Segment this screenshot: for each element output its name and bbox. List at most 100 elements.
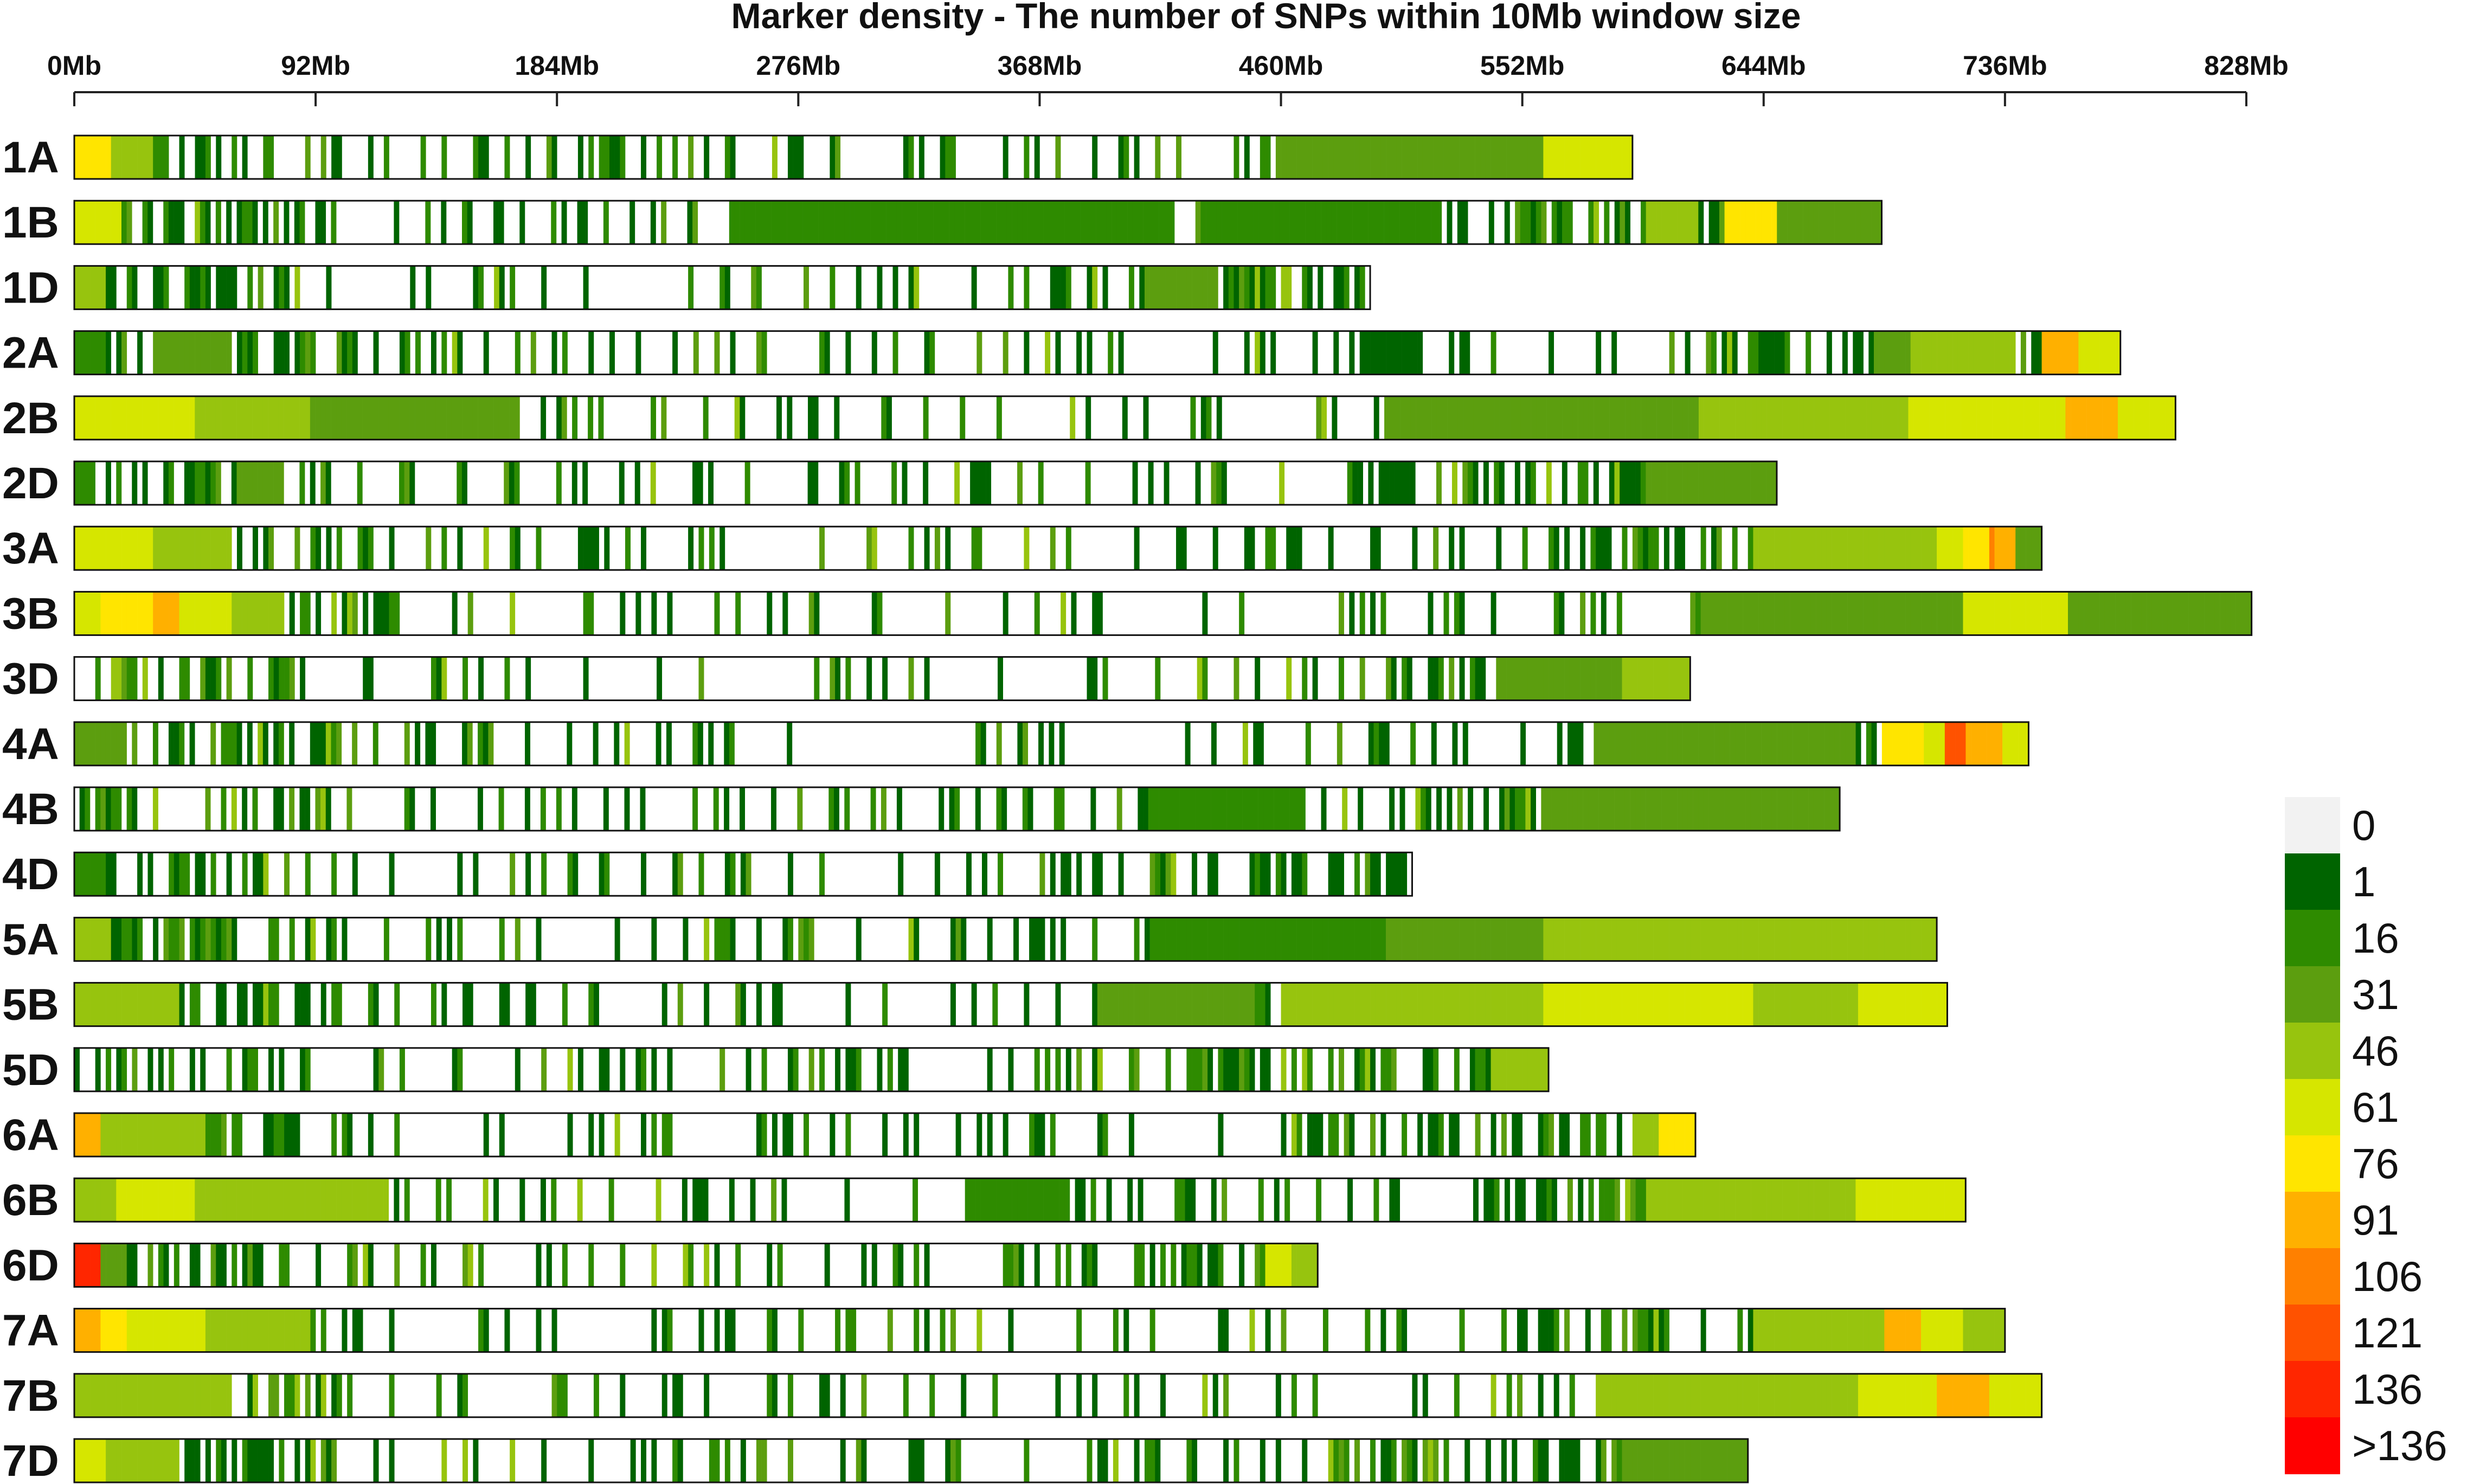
density-cell	[1900, 917, 1906, 961]
density-cell	[473, 266, 479, 310]
density-cell	[105, 201, 111, 245]
density-cell	[169, 1308, 175, 1352]
density-cell	[2063, 592, 2068, 635]
density-cell	[147, 1048, 153, 1091]
density-cell	[593, 722, 599, 766]
density-cell	[1316, 396, 1322, 440]
density-cell	[871, 331, 877, 375]
density-cell	[1588, 201, 1594, 245]
density-cell	[1148, 461, 1154, 505]
density-cell	[336, 136, 342, 179]
density-cell	[1832, 1308, 1838, 1352]
density-cell	[1821, 917, 1827, 961]
density-cell	[1706, 982, 1712, 1026]
density-cell	[1384, 722, 1390, 766]
density-cell	[247, 657, 253, 701]
density-cell	[1669, 657, 1675, 701]
density-cell	[89, 461, 95, 505]
density-cell	[1934, 722, 1940, 766]
density-cell	[1315, 201, 1321, 245]
density-cell	[1531, 201, 1537, 245]
density-cell	[1286, 1243, 1292, 1287]
density-cell	[635, 1048, 641, 1091]
density-cell	[772, 1373, 778, 1417]
density-cell	[1459, 526, 1465, 570]
density-cell	[1488, 201, 1494, 245]
density-cell	[320, 136, 326, 179]
density-cell	[1601, 526, 1607, 570]
density-cell	[641, 1048, 647, 1091]
density-cell	[478, 1308, 484, 1352]
density-cell	[667, 1048, 673, 1091]
density-cell	[1375, 331, 1381, 375]
density-cell	[1984, 1308, 1990, 1352]
density-cell	[1286, 136, 1292, 179]
density-cell	[1422, 1048, 1428, 1091]
density-cell	[1171, 917, 1177, 961]
density-cell	[1942, 526, 1948, 570]
density-cell	[1339, 1048, 1344, 1091]
density-cell	[1868, 592, 1874, 635]
density-cell	[462, 396, 468, 440]
density-cell	[1727, 592, 1733, 635]
density-cell	[467, 592, 473, 635]
density-cell	[1410, 201, 1416, 245]
density-cell	[105, 461, 111, 505]
density-cell	[1333, 331, 1339, 375]
density-cell	[630, 1439, 636, 1482]
density-cell	[703, 1178, 709, 1222]
density-cell	[657, 657, 663, 701]
density-cell	[1840, 396, 1846, 440]
density-cell	[242, 982, 248, 1026]
density-cell	[1260, 1439, 1265, 1482]
density-cell	[1735, 722, 1741, 766]
density-cell	[756, 1113, 762, 1157]
density-cell	[226, 266, 232, 310]
density-cell	[268, 592, 274, 635]
density-cell	[1835, 396, 1841, 440]
density-cell	[1102, 1113, 1108, 1157]
density-cell	[1207, 266, 1213, 310]
density-cell	[258, 592, 264, 635]
density-cell	[1494, 396, 1500, 440]
density-cell	[1646, 396, 1652, 440]
density-cell	[2183, 592, 2189, 635]
density-cell	[871, 1243, 877, 1287]
chromosome-outline	[73, 525, 2043, 571]
density-cell	[247, 396, 253, 440]
density-cell	[262, 722, 268, 766]
density-cell	[1359, 592, 1365, 635]
density-cell	[914, 917, 920, 961]
density-cell	[1202, 1373, 1208, 1417]
density-cell	[441, 526, 447, 570]
density-cell	[409, 396, 415, 440]
density-cell	[1039, 1113, 1045, 1157]
density-cell	[1721, 917, 1727, 961]
density-cell	[1249, 982, 1255, 1026]
density-cell	[724, 266, 730, 310]
density-cell	[844, 461, 850, 505]
density-cell	[541, 1178, 546, 1222]
density-cell	[1438, 982, 1444, 1026]
density-cell	[1667, 787, 1673, 831]
density-cell	[955, 917, 961, 961]
density-cell	[1758, 592, 1764, 635]
density-cell	[1840, 1178, 1846, 1222]
density-cell	[1677, 461, 1683, 505]
density-cell	[541, 852, 547, 896]
density-cell	[1695, 592, 1701, 635]
density-cell	[1174, 1178, 1180, 1222]
density-cell	[1263, 201, 1269, 245]
density-cell	[1939, 722, 1945, 766]
density-cell	[1743, 917, 1749, 961]
density-cell	[1263, 787, 1269, 831]
density-cell	[74, 1113, 80, 1157]
density-cell	[85, 461, 91, 505]
density-cell	[1611, 1373, 1617, 1417]
density-cell	[394, 592, 400, 635]
density-cell	[1734, 787, 1740, 831]
density-cell	[116, 1308, 122, 1352]
density-cell	[325, 461, 331, 505]
density-cell	[1459, 657, 1465, 701]
density-cell	[1139, 266, 1145, 310]
